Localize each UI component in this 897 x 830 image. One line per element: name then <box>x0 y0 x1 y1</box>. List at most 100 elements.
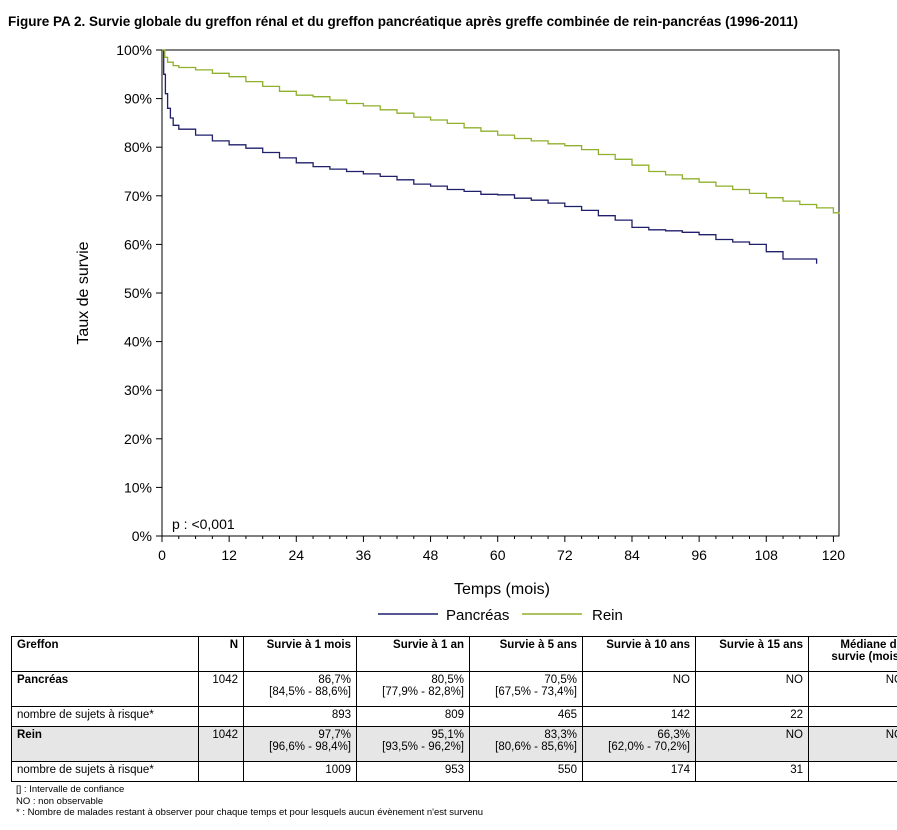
table-header-cell: Survie à 1 mois <box>243 636 357 672</box>
survival-cell: 86,7% [84,5% - 88,6%] <box>243 671 357 707</box>
survival-cell: NO <box>808 726 897 762</box>
risk-cell: 174 <box>582 761 696 782</box>
survival-cell: 70,5% [67,5% - 73,4%] <box>469 671 583 707</box>
series-line-1 <box>162 49 840 214</box>
note-risk: * : Nombre de malades restant à observer… <box>16 807 484 818</box>
risk-empty <box>198 706 244 727</box>
y-axis-label: Taux de survie <box>75 241 92 344</box>
legend-label-0: Pancréas <box>446 607 509 624</box>
plot-axes <box>161 49 840 537</box>
y-tick-label: 60% <box>124 236 152 252</box>
survival-value: 95,1% <box>431 729 464 741</box>
risk-cell <box>808 761 897 782</box>
survival-value: 97,7% <box>318 729 351 741</box>
table-header-cell: N <box>198 636 244 672</box>
n-cell: 1042 <box>198 671 244 707</box>
x-tick-label: 60 <box>490 547 506 563</box>
survival-cell: NO <box>695 726 809 762</box>
y-tick-label: 80% <box>124 139 152 155</box>
survival-cell: 66,3% [62,0% - 70,2%] <box>582 726 696 762</box>
table-row: Rein 1042 97,7% [96,6% - 98,4%] 95,1% [93,5% … <box>11 726 897 762</box>
x-tick-label: 12 <box>221 547 237 563</box>
x-tick-label: 96 <box>691 547 707 563</box>
survival-cell: 83,3% [80,6% - 85,6%] <box>469 726 583 762</box>
survival-table: Greffon N Survie à 1 mois Survie à 1 an Surv… <box>11 636 897 782</box>
table-header-row: Greffon N Survie à 1 mois Survie à 1 an Surv… <box>11 636 897 672</box>
risk-row: nombre de sujets à risque* 1009 953 550 174 3… <box>11 761 897 782</box>
survival-cell: NO <box>695 671 809 707</box>
greffon-cell: Pancréas <box>11 671 199 707</box>
risk-cell: 953 <box>356 761 470 782</box>
y-tick-label: 90% <box>124 91 152 107</box>
table-header-cell: Survie à 15 ans <box>695 636 809 672</box>
x-tick-label: 36 <box>356 547 372 563</box>
confidence-interval: [67,5% - 73,4%] <box>495 686 577 698</box>
survival-value: 83,3% <box>544 729 577 741</box>
table-header-cell: Survie à 10 ans <box>582 636 696 672</box>
risk-cell: 142 <box>582 706 696 727</box>
risk-cell <box>808 706 897 727</box>
table-header-cell: Greffon <box>11 636 199 672</box>
risk-cell: 31 <box>695 761 809 782</box>
confidence-interval: [93,5% - 96,2%] <box>382 741 464 753</box>
survival-cell: 97,7% [96,6% - 98,4%] <box>243 726 357 762</box>
x-tick-label: 72 <box>557 547 573 563</box>
survival-chart: 0% 10% 20% 30% 40% 50% 60% 70% 80% 90% 100% 0 12 24 36… <box>75 42 845 624</box>
risk-empty <box>198 761 244 782</box>
x-tick-label: 108 <box>755 547 779 563</box>
survival-value: NO <box>885 674 897 686</box>
risk-cell: 465 <box>469 706 583 727</box>
survival-cell: NO <box>582 671 696 707</box>
table-header-cell: Médiane de survie (mois) <box>808 636 897 672</box>
y-tick-label: 10% <box>124 479 152 495</box>
y-tick-label: 40% <box>124 334 152 350</box>
axis-ticks: 0% 10% 20% 30% 40% 50% 60% 70% 80% 90% 100% 0 12 24 36… <box>116 42 845 563</box>
survival-value: NO <box>785 729 803 741</box>
p-value-annotation: p : <0,001 <box>172 516 235 532</box>
survival-value: NO <box>672 674 690 686</box>
series-lines <box>162 49 840 264</box>
confidence-interval: [62,0% - 70,2%] <box>608 741 690 753</box>
risk-cell: 1009 <box>243 761 357 782</box>
table-notes: [] : Intervalle de confiance NO : non ob… <box>16 784 483 819</box>
y-tick-label: 50% <box>124 285 152 301</box>
risk-cell: 809 <box>356 706 470 727</box>
plot-frame <box>161 49 840 537</box>
series-line-0 <box>162 49 818 264</box>
y-tick-label: 70% <box>124 188 152 204</box>
survival-value: 70,5% <box>544 674 577 686</box>
x-axis-label: Temps (mois) <box>454 581 550 598</box>
survival-cell: 95,1% [93,5% - 96,2%] <box>356 726 470 762</box>
legend-label-1: Rein <box>592 607 623 624</box>
greffon-cell: Rein <box>11 726 199 762</box>
note-ci: [] : Intervalle de confiance <box>16 784 125 795</box>
x-tick-label: 84 <box>624 547 640 563</box>
risk-row: nombre de sujets à risque* 893 809 465 142 22 <box>11 706 897 727</box>
confidence-interval: [77,9% - 82,8%] <box>382 686 464 698</box>
survival-cell: 80,5% [77,9% - 82,8%] <box>356 671 470 707</box>
risk-label: nombre de sujets à risque* <box>11 706 199 727</box>
confidence-interval: [96,6% - 98,4%] <box>269 741 351 753</box>
y-tick-label: 30% <box>124 382 152 398</box>
figure-title: Figure PA 2. Survie globale du greffon r… <box>8 14 798 29</box>
survival-value: 66,3% <box>657 729 690 741</box>
x-tick-label: 120 <box>822 547 846 563</box>
survival-value: NO <box>885 729 897 741</box>
y-tick-label: 0% <box>132 528 152 544</box>
table-row: Pancréas 1042 86,7% [84,5% - 88,6%] 80,5% [77… <box>11 671 897 707</box>
x-tick-label: 24 <box>288 547 304 563</box>
survival-value: NO <box>785 674 803 686</box>
n-cell: 1042 <box>198 726 244 762</box>
y-tick-label: 20% <box>124 431 152 447</box>
confidence-interval: [84,5% - 88,6%] <box>269 686 351 698</box>
risk-label: nombre de sujets à risque* <box>11 761 199 782</box>
x-tick-label: 0 <box>158 547 166 563</box>
x-tick-label: 48 <box>423 547 439 563</box>
survival-value: 86,7% <box>318 674 351 686</box>
note-no: NO : non observable <box>16 795 104 807</box>
y-tick-label: 100% <box>116 42 152 58</box>
survival-value: 80,5% <box>431 674 464 686</box>
risk-cell: 22 <box>695 706 809 727</box>
chart-legend: Pancréas Rein <box>378 607 623 624</box>
confidence-interval: [80,6% - 85,6%] <box>495 741 577 753</box>
